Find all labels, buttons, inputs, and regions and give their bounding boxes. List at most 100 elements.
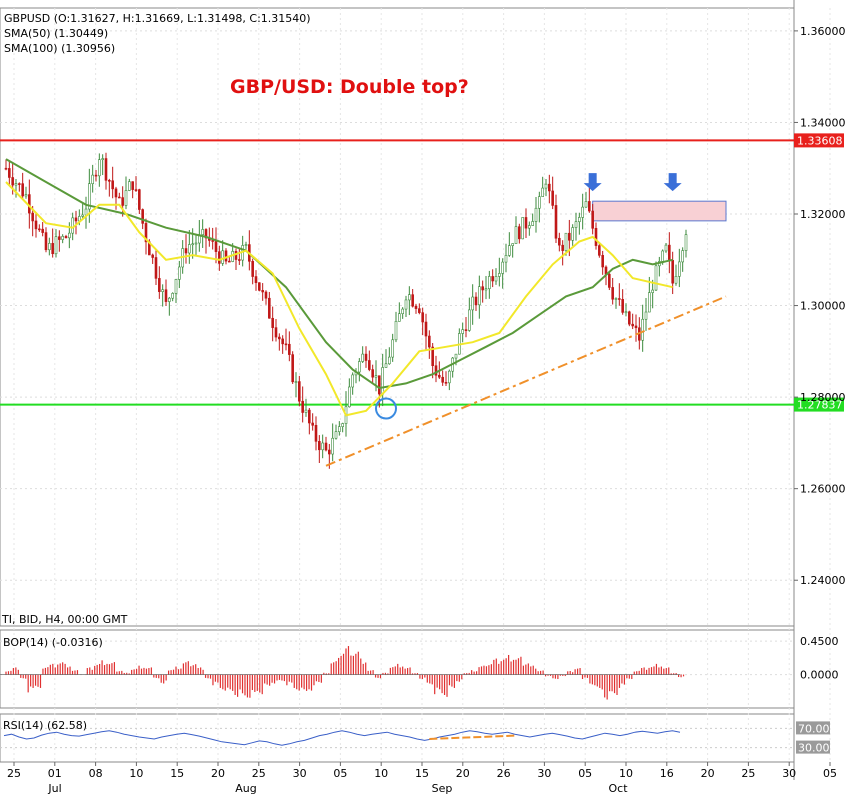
candle-body	[468, 309, 471, 331]
candle-body	[608, 273, 611, 288]
candle-body	[91, 174, 94, 184]
time-tick-label: 30	[293, 767, 307, 780]
candle-body	[68, 232, 71, 239]
time-axis: 25 01 08 10 15 20 25 30 05 10 15 20 26 30 05 10 16 20 25 30…	[7, 762, 837, 795]
candle-body	[581, 206, 584, 218]
candle-body	[74, 217, 78, 222]
time-tick-label: 25	[252, 767, 266, 780]
bop-tick-label: 0.4500	[800, 635, 839, 648]
candle-body	[411, 294, 414, 307]
rsi-label: RSI(14) (62.58)	[3, 719, 87, 732]
candle-body	[128, 181, 131, 191]
candle-body	[534, 207, 538, 222]
candle-body	[254, 276, 258, 283]
candle-body	[304, 409, 308, 413]
candle-body	[494, 276, 498, 282]
rsi-tick-label: 70.00	[798, 722, 830, 735]
candle-body	[84, 208, 88, 216]
time-tick-label: 05	[578, 767, 592, 780]
candle-body	[524, 217, 528, 229]
rsi-line	[3, 730, 681, 746]
candle-body	[308, 409, 311, 424]
candle-body	[588, 201, 591, 212]
candle-body	[4, 167, 8, 170]
candle-body	[38, 228, 41, 231]
candle-body	[618, 298, 621, 300]
candle-body	[364, 353, 368, 361]
time-tick-label: 15	[170, 767, 184, 780]
time-tick-label: 25	[741, 767, 755, 780]
candle-body	[318, 441, 321, 451]
candle-body	[284, 343, 288, 346]
candle-body	[418, 308, 421, 313]
candle-body	[384, 363, 388, 368]
candle-body	[484, 288, 488, 291]
price-tick-label: 1.32000	[800, 208, 846, 221]
candle-body	[501, 261, 504, 274]
candle-body	[58, 236, 61, 240]
level-tag	[794, 397, 844, 412]
candle-body	[178, 266, 181, 280]
resistance-zone	[592, 200, 727, 222]
instrument-header: GBPUSD (O:1.31627, H:1.31669, L:1.31498,…	[4, 12, 311, 25]
candle-body	[648, 292, 651, 313]
candle-body	[154, 257, 158, 279]
price-tick-label: 1.28000	[800, 391, 846, 404]
candle-body	[574, 221, 578, 228]
candle-body	[391, 339, 394, 358]
time-tick-label: 01	[48, 767, 62, 780]
rsi-trendline	[429, 734, 517, 740]
candle-body	[678, 261, 681, 277]
horizontal-levels: 1.33608 1.27837	[0, 133, 844, 412]
candle-body	[378, 375, 381, 395]
candle-body	[188, 244, 191, 254]
candle-body	[268, 297, 271, 319]
candle-body	[371, 369, 374, 378]
candle-body	[594, 227, 598, 246]
candle-body	[228, 260, 231, 263]
candle-body	[88, 183, 91, 210]
candle-body	[324, 442, 328, 451]
candle-body	[628, 311, 631, 325]
candle-body	[611, 287, 614, 300]
candle-body	[551, 190, 554, 206]
candle-body	[598, 245, 601, 256]
candle-body	[274, 327, 278, 338]
candle-body	[564, 232, 568, 251]
bop-panel-frame	[0, 629, 795, 709]
candle-body	[108, 180, 111, 182]
candle-body	[211, 240, 214, 242]
candle-body	[558, 237, 561, 246]
time-tick-label: 25	[7, 767, 21, 780]
candle-body	[624, 311, 628, 314]
candle-body	[134, 189, 138, 191]
month-label: Aug	[235, 782, 256, 795]
candle-body	[271, 317, 274, 328]
candle-body	[338, 426, 341, 432]
candle-body	[121, 197, 124, 206]
candle-body	[144, 223, 148, 243]
candle-body	[218, 251, 221, 264]
candle-body	[114, 188, 118, 198]
candle-body	[644, 311, 648, 320]
candle-body	[298, 381, 301, 402]
candle-body	[124, 190, 128, 206]
candle-body	[621, 299, 624, 313]
candle-body	[24, 194, 28, 197]
candle-body	[358, 361, 361, 373]
candle-body	[498, 273, 501, 277]
candle-body	[311, 422, 314, 426]
price-tick-label: 1.26000	[800, 483, 846, 496]
candle-body	[641, 318, 644, 341]
candle-body	[28, 194, 31, 214]
candle-body	[41, 228, 44, 233]
time-tick-label: 10	[374, 767, 388, 780]
candle-body	[11, 177, 14, 186]
candle-body	[438, 374, 441, 378]
candle-body	[538, 196, 541, 209]
candle-body	[631, 323, 634, 327]
candle-body	[234, 251, 238, 260]
candle-body	[18, 183, 21, 185]
candle-body	[194, 242, 198, 245]
